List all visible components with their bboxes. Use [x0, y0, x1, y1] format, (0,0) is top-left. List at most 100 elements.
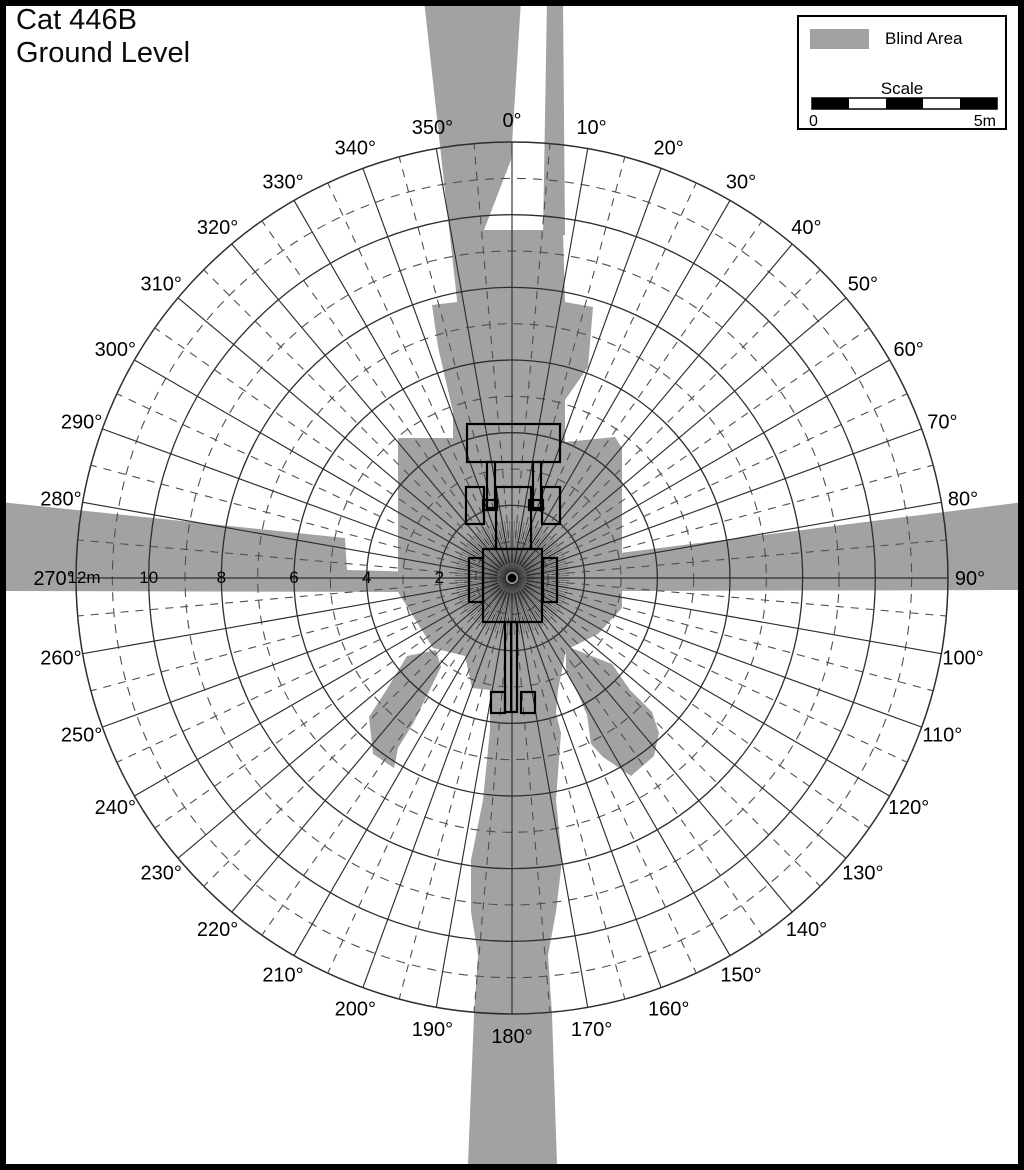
angle-label-160: 160°	[648, 998, 689, 1020]
radius-label-12m: 12m	[68, 568, 101, 587]
sight-ray	[516, 545, 559, 575]
grid-spoke-290deg	[102, 428, 499, 574]
sight-ray	[501, 583, 512, 635]
sight-ray	[516, 547, 561, 576]
grid-spoke-85deg	[551, 539, 947, 576]
sight-ray	[496, 522, 511, 573]
sight-ray	[483, 583, 510, 628]
sight-ray	[513, 583, 530, 633]
sight-ray	[466, 581, 508, 613]
sight-ray	[512, 583, 520, 635]
sight-ray	[473, 535, 509, 574]
grid-spoke-70deg	[525, 428, 922, 574]
vehicle-front-axle-right	[527, 498, 545, 512]
blind-area-top-wedge	[424, 0, 521, 300]
vehicle-stabilizer-right	[519, 690, 537, 715]
sight-ray	[512, 521, 520, 573]
angle-label-110: 110°	[922, 725, 962, 747]
sight-ray	[515, 532, 547, 574]
grid-spoke-140deg	[521, 589, 793, 913]
scale-bar	[811, 97, 998, 110]
grid-spoke-120deg	[524, 585, 890, 797]
angle-label-170: 170°	[571, 1019, 612, 1041]
grid-spoke-235deg	[154, 600, 480, 829]
sight-ray	[515, 582, 551, 621]
sight-ray	[463, 547, 508, 576]
grid-spoke-355deg	[473, 143, 510, 539]
sight-ray	[455, 578, 507, 589]
vehicle-loader-arm-left	[485, 460, 497, 510]
grid-spoke-165deg	[521, 616, 626, 1000]
grid-spoke-260deg	[82, 580, 498, 655]
grid-spoke-15deg	[521, 156, 626, 540]
radius-label-8m: 8	[217, 568, 226, 587]
sight-ray	[513, 522, 528, 573]
vehicle-loader-bucket	[465, 422, 562, 464]
angle-label-240: 240°	[95, 797, 136, 819]
sight-ray	[455, 578, 507, 584]
angle-label-250: 250°	[61, 725, 102, 747]
blind-area-bottom-tail	[468, 713, 562, 1164]
angle-label-290: 290°	[61, 411, 102, 433]
grid-spoke-75deg	[550, 464, 934, 569]
sight-ray	[475, 582, 509, 622]
grid-spoke-245deg	[116, 594, 476, 763]
sight-ray	[455, 577, 507, 581]
angle-label-340: 340°	[335, 138, 376, 160]
angle-label-60: 60°	[894, 339, 924, 361]
grid-spoke-80deg	[526, 501, 942, 576]
angle-label-40: 40°	[791, 217, 821, 239]
grid-spoke-30deg	[519, 200, 731, 566]
grid-spoke-310deg	[177, 297, 501, 569]
sight-ray	[516, 581, 555, 617]
sight-ray	[516, 581, 558, 613]
sight-ray	[512, 583, 525, 634]
grid-spoke-10deg	[514, 148, 589, 564]
sight-ray	[477, 532, 509, 574]
angle-label-30: 30°	[726, 171, 756, 193]
grid-spoke-275deg	[77, 539, 473, 576]
grid-spoke-295deg	[116, 393, 476, 562]
grid-spoke-195deg	[398, 616, 503, 1000]
grid-spoke-190deg	[435, 592, 510, 1008]
scale-bar-segment-1	[849, 98, 886, 109]
angle-label-220: 220°	[197, 919, 238, 941]
sight-ray	[516, 580, 561, 609]
sight-ray	[515, 582, 549, 622]
grid-spoke-50deg	[523, 297, 847, 569]
grid-spoke-35deg	[534, 220, 763, 546]
sight-ray	[516, 581, 556, 615]
angle-label-320: 320°	[197, 217, 238, 239]
sight-ray	[515, 582, 545, 625]
sight-ray	[499, 522, 512, 573]
sight-ray	[469, 581, 508, 617]
grid-spoke-230deg	[177, 587, 501, 859]
sight-ray	[501, 521, 512, 573]
radius-label-2m: 2	[435, 568, 444, 587]
sight-ray	[514, 528, 541, 573]
grid-spoke-280deg	[82, 501, 498, 576]
vehicle-loader-arm-right	[531, 460, 543, 510]
sight-ray	[511, 521, 515, 573]
sight-ray	[465, 545, 508, 575]
grid-spoke-220deg	[231, 589, 503, 913]
angle-label-140: 140°	[786, 919, 827, 941]
angle-label-300: 300°	[95, 339, 136, 361]
grid-spoke-325deg	[261, 220, 490, 546]
sight-ray	[492, 583, 511, 632]
grid-spoke-145deg	[534, 610, 763, 936]
grid-spoke-210deg	[293, 590, 505, 956]
title-level: Ground Level	[16, 37, 191, 69]
sight-ray	[481, 529, 510, 574]
scale-bar-segment-4	[960, 98, 997, 109]
sight-ray	[516, 541, 556, 575]
sight-ray	[455, 570, 507, 578]
radius-label-4m: 4	[362, 568, 371, 587]
blind-area-top-strip	[543, 0, 565, 235]
angle-label-180: 180°	[491, 1026, 532, 1048]
radius-label-6m: 6	[289, 568, 298, 587]
angle-label-0: 0°	[502, 110, 521, 132]
angle-label-260: 260°	[40, 648, 81, 670]
grid-spoke-350deg	[435, 148, 510, 564]
angle-label-270: 270°	[33, 568, 74, 590]
